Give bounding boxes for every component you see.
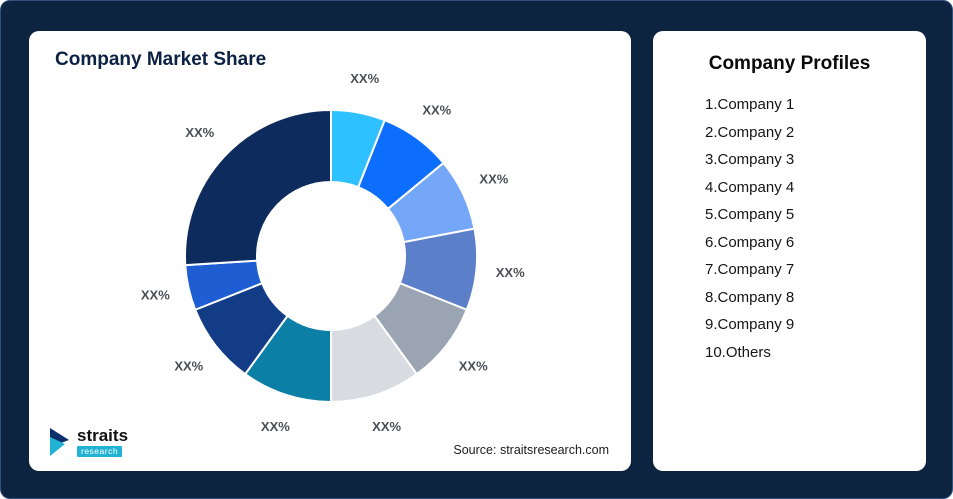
list-item: 2.Company 2 xyxy=(705,123,795,141)
source-text: Source: straitsresearch.com xyxy=(453,443,609,457)
list-item: 4.Company 4 xyxy=(705,178,795,196)
slice-label: XX% xyxy=(174,358,203,373)
list-item: 1.Company 1 xyxy=(705,96,795,113)
slice-label: XX% xyxy=(141,287,170,302)
list-item: 8.Company 8 xyxy=(705,288,795,306)
slice-label: XX% xyxy=(496,265,525,280)
list-item: 7.Company 7 xyxy=(705,261,795,278)
slice-label: XX% xyxy=(350,71,379,86)
chart-title: Company Market Share xyxy=(55,49,267,70)
donut-chart: XX% XX% XX% XX% XX% XX% XX% XX% XX% XX% xyxy=(141,71,525,434)
slice-label: XX% xyxy=(459,358,488,373)
slice-label: XX% xyxy=(185,125,214,140)
list-item: 6.Company 6 xyxy=(705,233,795,251)
slice-label: XX% xyxy=(261,419,290,434)
slice-label: XX% xyxy=(479,171,508,186)
donut-segment-others xyxy=(184,108,332,267)
straits-logo: straits research xyxy=(49,427,128,457)
slice-label: XX% xyxy=(372,419,401,434)
list-item: 3.Company 3 xyxy=(705,151,795,168)
list-item: 5.Company 5 xyxy=(705,206,795,223)
straits-logo-icon xyxy=(50,428,69,456)
logo-name: straits xyxy=(77,426,129,446)
list-item: 9.Company 9 xyxy=(705,316,795,333)
slice-label: XX% xyxy=(422,102,451,117)
logo-subtext: research xyxy=(77,446,123,457)
company-list: 1.Company 1 2.Company 2 3.Company 3 4.Co… xyxy=(653,91,926,366)
list-item: 10.Others xyxy=(705,343,771,361)
chart-card: XX% XX% XX% XX% XX% XX% XX% XX% XX% XX% Company M… xyxy=(29,31,631,471)
logo-text-block: straits research xyxy=(77,427,128,457)
profiles-title: Company Profiles xyxy=(708,53,871,74)
profiles-card: Company Profiles 1.Company 1 2.Company 2… xyxy=(653,31,926,471)
